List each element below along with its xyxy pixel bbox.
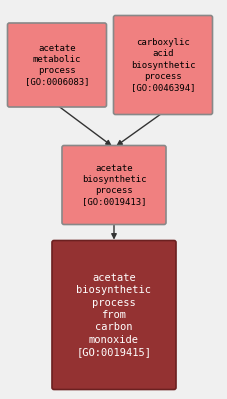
Text: acetate
biosynthetic
process
from
carbon
monoxide
[GO:0019415]: acetate biosynthetic process from carbon… — [76, 273, 151, 357]
FancyBboxPatch shape — [52, 241, 175, 389]
Text: acetate
metabolic
process
[GO:0006083]: acetate metabolic process [GO:0006083] — [25, 44, 89, 86]
FancyBboxPatch shape — [7, 23, 106, 107]
FancyBboxPatch shape — [62, 146, 165, 225]
Text: acetate
biosynthetic
process
[GO:0019413]: acetate biosynthetic process [GO:0019413… — [81, 164, 146, 206]
Text: carboxylic
acid
biosynthetic
process
[GO:0046394]: carboxylic acid biosynthetic process [GO… — [130, 38, 194, 92]
FancyBboxPatch shape — [113, 16, 212, 115]
